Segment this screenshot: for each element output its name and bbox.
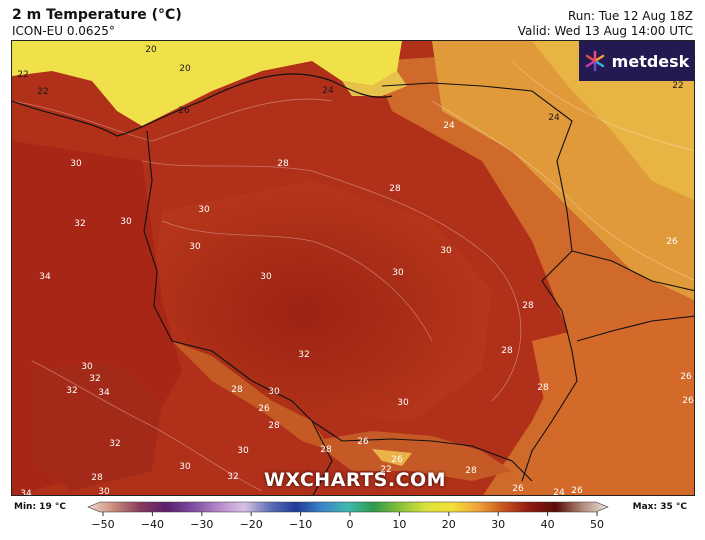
model-label: ICON-EU 0.0625° [12, 24, 115, 38]
isotherm-label: 30 [397, 398, 409, 408]
isotherm-label: 26 [666, 237, 678, 247]
southeast-zone [513, 301, 694, 495]
color-scale-ticks: −50 −40 −30 −20 −10 0 10 20 30 40 50 [91, 512, 604, 531]
isotherm-label: 28 [522, 301, 534, 311]
isotherm-label: 28 [91, 473, 103, 483]
isotherm-label: 30 [268, 387, 280, 397]
scale-tick-label: −40 [141, 518, 164, 531]
scale-tick-label: 10 [392, 518, 406, 531]
valid-time: Valid: Wed 13 Aug 14:00 UTC [517, 24, 693, 38]
scale-tick-label: −30 [190, 518, 213, 531]
temperature-map: 20 20 22 22 26 24 24 24 22 30 28 28 32 30 30 30 30 26 34 30… [11, 40, 695, 496]
color-scale-gradient [87, 501, 609, 513]
isotherm-label: 32 [298, 350, 309, 360]
isotherm-label: 24 [443, 121, 455, 131]
baltic-sea [12, 41, 402, 126]
isotherm-label: 20 [145, 45, 157, 55]
isotherm-label: 26 [178, 106, 190, 116]
isotherm-label: 30 [198, 205, 210, 215]
isotherm-label: 28 [501, 346, 513, 356]
isotherm-label: 24 [322, 86, 334, 96]
isotherm-label: 28 [268, 421, 280, 431]
isotherm-label: 28 [465, 466, 477, 476]
isotherm-label: 22 [380, 465, 391, 475]
isotherm-label: 26 [258, 404, 270, 414]
isotherm-label: 26 [680, 372, 692, 382]
scale-tick-label: 30 [491, 518, 505, 531]
chart-title: 2 m Temperature (°C) [12, 7, 182, 23]
metdesk-logo-text: metdesk [611, 51, 690, 71]
isotherm-label: 30 [440, 246, 452, 256]
metdesk-logo-icon [585, 50, 604, 72]
isotherm-label: 30 [179, 462, 191, 472]
central-hot-core [152, 181, 492, 421]
coastline [12, 73, 393, 137]
isotherm-label: 32 [66, 386, 77, 396]
isotherm-label: 26 [682, 396, 694, 406]
isotherm-label: 26 [571, 486, 583, 496]
isotherm-label: 30 [81, 362, 93, 372]
isotherm-label: 22 [37, 87, 48, 97]
tatra-cool-spot [372, 449, 412, 466]
wxcharts-watermark: WXCHARTS.COM [263, 469, 447, 491]
max-temperature: Max: 35 °C [632, 502, 687, 512]
isotherm-label: 30 [120, 217, 132, 227]
isotherm-label: 28 [389, 184, 401, 194]
carpathian-cool-patch [312, 431, 512, 481]
min-temperature: Min: 19 °C [14, 502, 66, 512]
isotherm-label: 26 [512, 484, 524, 494]
scale-tick-label: −20 [240, 518, 263, 531]
isotherm-label: 26 [391, 455, 403, 465]
isotherm-label: 34 [98, 388, 110, 398]
coastal-strip [342, 71, 407, 96]
isotherm-label: 32 [74, 219, 85, 229]
scale-tick-label: 0 [347, 518, 354, 531]
metdesk-logo: metdesk [579, 41, 694, 81]
isotherm-label: 30 [189, 242, 201, 252]
isotherm-label: 30 [392, 268, 404, 278]
color-scale-bar: −50 −40 −30 −20 −10 0 10 20 30 40 50 [87, 501, 609, 531]
isotherm-label: 24 [548, 113, 560, 123]
color-scale: Min: 19 °C Max: 35 °C −50 −40 −30 −20 −10 0 10… [0, 498, 705, 540]
scale-tick-label: −10 [289, 518, 312, 531]
isotherm-label: 34 [20, 489, 32, 496]
country-borders [143, 82, 694, 495]
isotherm-label: 26 [357, 437, 369, 447]
scale-tick-label: 50 [590, 518, 604, 531]
isotherm-label: 30 [98, 487, 110, 496]
isotherm-label: 28 [320, 445, 332, 455]
isotherm-label: 24 [553, 488, 565, 496]
isotherm-label: 32 [227, 472, 238, 482]
isotherm-label: 30 [237, 446, 249, 456]
run-time: Run: Tue 12 Aug 18Z [568, 9, 693, 23]
isotherm-label: 28 [231, 385, 243, 395]
scale-tick-label: 40 [541, 518, 555, 531]
isotherm-label: 34 [39, 272, 51, 282]
isotherm-label: 32 [89, 374, 100, 384]
scale-tick-label: 20 [442, 518, 456, 531]
scale-tick-label: −50 [91, 518, 114, 531]
isotherm-label: 28 [277, 159, 289, 169]
isotherm-label: 22 [672, 81, 683, 91]
sudetes-cool-patch [172, 341, 332, 451]
isotherm-label: 22 [17, 70, 28, 80]
isotherm-label: 30 [70, 159, 82, 169]
isotherms [12, 60, 694, 492]
isotherm-label: 32 [109, 439, 120, 449]
isotherm-label: 28 [537, 383, 549, 393]
isotherm-label: 20 [179, 64, 191, 74]
southwest-zone [32, 361, 162, 491]
isotherm-label: 30 [260, 272, 272, 282]
